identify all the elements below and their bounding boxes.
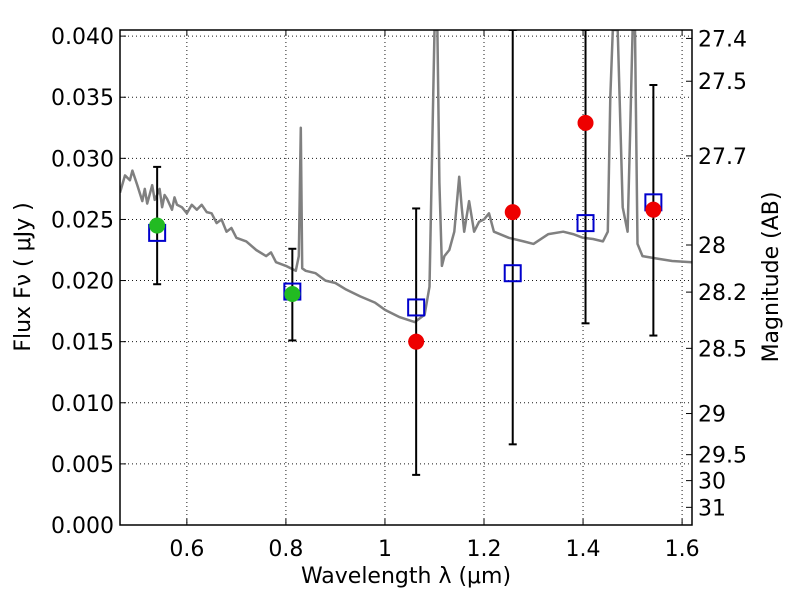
model-flux-square bbox=[503, 264, 522, 283]
y-tick-label: 0.025 bbox=[51, 208, 114, 233]
x-tick-label: 1.2 bbox=[467, 537, 502, 562]
y2-tick-label: 27.7 bbox=[698, 145, 747, 170]
y2-tick-label: 28 bbox=[698, 234, 726, 259]
x-tick-label: 1 bbox=[378, 537, 392, 562]
y-tick-label: 0.030 bbox=[51, 147, 114, 172]
y2-tick-label: 29 bbox=[698, 403, 726, 428]
model-flux-square bbox=[576, 214, 595, 233]
y-tick-label: 0.010 bbox=[51, 392, 114, 417]
x-tick-label: 0.6 bbox=[169, 537, 204, 562]
nondetection-point bbox=[645, 201, 662, 218]
y2-tick-label: 28.5 bbox=[698, 337, 747, 362]
y-tick-label: 0.000 bbox=[51, 514, 114, 539]
x-tick-label: 1.6 bbox=[665, 537, 700, 562]
y2-tick-label: 27.5 bbox=[698, 70, 747, 95]
plot-area bbox=[120, 30, 692, 476]
y2-axis-label: Magnitude (AB) bbox=[759, 192, 784, 363]
x-tick-label: 1.4 bbox=[566, 537, 601, 562]
plot-clip-group bbox=[120, 30, 692, 476]
y-tick-label: 0.020 bbox=[51, 270, 114, 295]
y2-tick-label: 30 bbox=[698, 470, 726, 495]
detection-point bbox=[284, 286, 301, 302]
model-flux-square bbox=[407, 298, 426, 317]
sed-spectrum-line bbox=[120, 30, 692, 324]
y-tick-label: 0.015 bbox=[51, 331, 114, 356]
y-tick-label: 0.005 bbox=[51, 453, 114, 478]
nondetection-point bbox=[504, 204, 521, 221]
y2-tick-label: 31 bbox=[698, 496, 726, 521]
nondetection-point bbox=[408, 333, 425, 350]
y2-tick-label: 27.4 bbox=[698, 27, 747, 52]
y-tick-label: 0.040 bbox=[51, 25, 114, 50]
plot-frame bbox=[119, 29, 693, 526]
nondetection-point bbox=[577, 114, 594, 131]
axis-ticks: 0.6 0.8 1 1.2 1.4 1.6 0.000 0.005 0.010 0.015 0.02… bbox=[51, 25, 747, 562]
x-tick-label: 0.8 bbox=[268, 537, 303, 562]
y-axis-label: Flux Fν ( μJy ) bbox=[11, 202, 36, 351]
y-tick-label: 0.035 bbox=[51, 86, 114, 111]
detection-point bbox=[149, 217, 166, 234]
x-axis-label: Wavelength λ (μm) bbox=[301, 564, 511, 589]
y2-tick-label: 29.5 bbox=[698, 444, 747, 469]
y2-tick-label: 28.2 bbox=[698, 281, 747, 306]
